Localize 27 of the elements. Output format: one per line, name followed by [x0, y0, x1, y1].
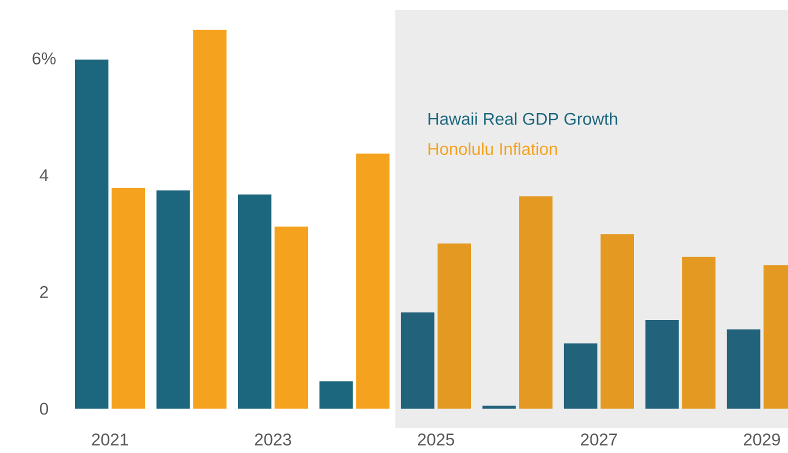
bar	[156, 190, 190, 409]
bar	[74, 60, 108, 409]
bar	[438, 244, 472, 409]
y-tick-label: 4	[40, 169, 48, 182]
bar	[400, 312, 434, 409]
bar	[238, 194, 272, 409]
bar	[519, 196, 552, 409]
bar	[600, 234, 634, 409]
x-tick-label: 2021	[92, 434, 128, 446]
y-tick-label: 6%	[32, 52, 56, 64]
x-tick-label: 2025	[418, 434, 454, 446]
x-tick-label: 2027	[580, 434, 617, 446]
bar	[319, 381, 353, 409]
y-tick-label: 0	[40, 402, 48, 415]
bar	[645, 320, 679, 409]
bar	[564, 343, 598, 409]
x-tick-label: 2029	[744, 434, 780, 446]
bar	[274, 226, 308, 409]
text: Hawaii Real GDP Growth	[428, 112, 618, 125]
bar	[193, 30, 227, 409]
y-tick-label: 2	[40, 286, 48, 298]
bar	[726, 329, 760, 409]
bar	[112, 188, 146, 409]
text: Honolulu Inflation	[428, 142, 557, 155]
x-tick-label: 2023	[255, 434, 292, 446]
bar	[356, 154, 390, 409]
bar	[682, 256, 716, 409]
